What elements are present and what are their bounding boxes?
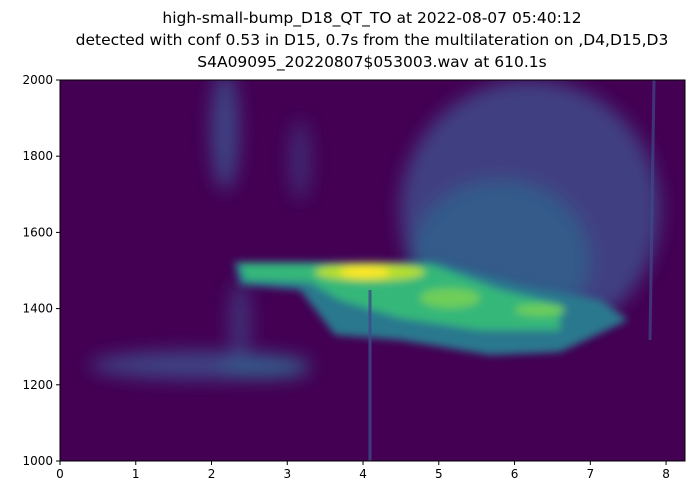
- x-tick-label: 4: [359, 467, 367, 481]
- y-tick-label: 1800: [22, 149, 53, 163]
- axes-frame: [59, 79, 686, 462]
- y-tick-label: 1400: [22, 302, 53, 316]
- chart-subtitle: S4A09095_20220807$053003.wav at 610.1s: [197, 53, 546, 72]
- x-tick-label: 0: [56, 467, 64, 481]
- chart-subtitle: detected with conf 0.53 in D15, 0.7s fro…: [76, 31, 669, 49]
- axes: 0 1 2 3 4 5 6 7 8 1000 1200 1400 1600 1800 2000: [22, 73, 669, 481]
- vertical-streak: [648, 80, 656, 341]
- y-tick-label: 1000: [22, 454, 53, 468]
- x-tick-label: 8: [662, 467, 670, 481]
- spectrogram-image: [60, 80, 685, 461]
- call-band: [234, 262, 628, 355]
- x-tick-label: 3: [283, 467, 291, 481]
- x-tick-label: 2: [208, 467, 216, 481]
- x-tick-label: 7: [586, 467, 594, 481]
- x-tick-label: 6: [511, 467, 519, 481]
- y-tick-label: 2000: [22, 73, 53, 87]
- y-tick-label: 1600: [22, 225, 53, 239]
- x-tick-label: 1: [132, 467, 140, 481]
- chart-title: high-small-bump_D18_QT_TO at 2022-08-07 …: [162, 9, 581, 28]
- y-tick-label: 1200: [22, 378, 53, 392]
- x-tick-label: 5: [435, 467, 443, 481]
